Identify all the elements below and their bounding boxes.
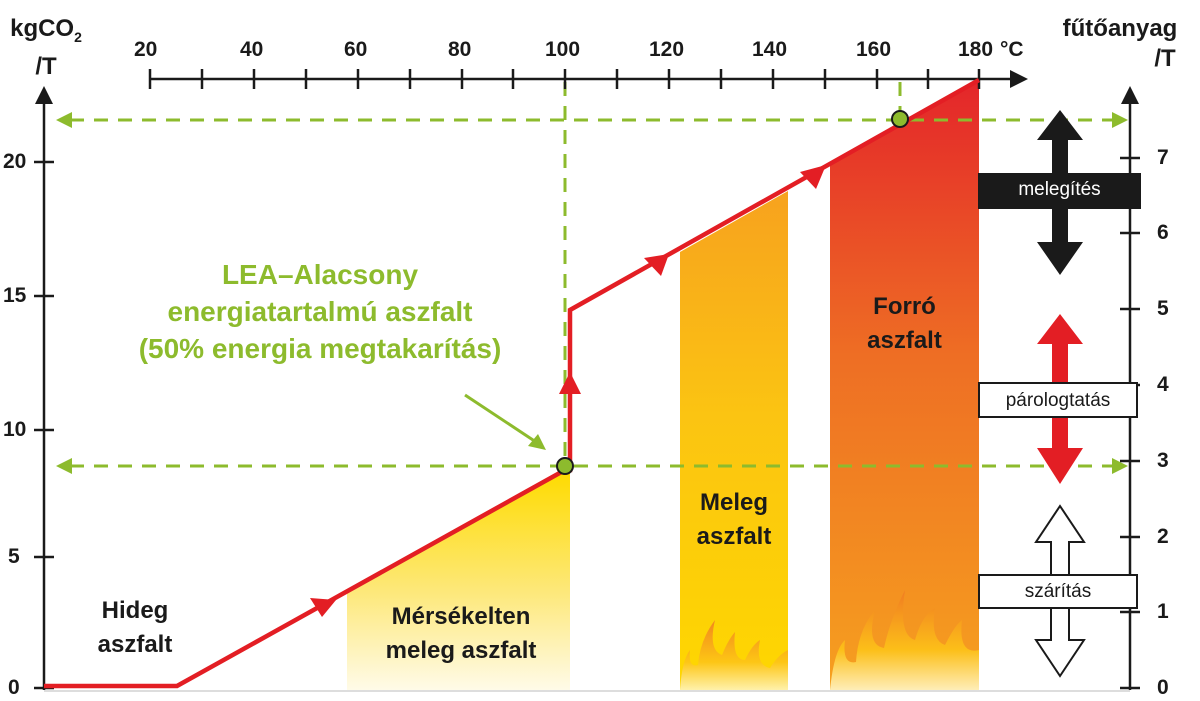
phase-drying-label: szárítás [978, 574, 1138, 609]
left-axis-title: kgCO2 /T [2, 14, 90, 82]
x-tick-60: 60 [344, 38, 368, 61]
phase-evaporation-label: párologtatás [978, 382, 1138, 418]
top-axis [148, 69, 1015, 89]
lea-annotation-line2: energiatartalmú aszfalt [167, 296, 473, 327]
x-tick-40: 40 [240, 38, 264, 61]
label-mersekelten-line1: Mérsékelten [391, 603, 531, 630]
lea-annotation-line1: LEA–Alacsony [221, 259, 419, 290]
y-left-tick-0: 0 [8, 676, 20, 699]
label-mersekelten-meleg-aszfalt: Mérsékelten meleg aszfalt [350, 600, 572, 668]
y-right-tick-3: 3 [1157, 449, 1169, 472]
lea-point-marker [556, 457, 574, 475]
left-axis-title-main: kgCO [10, 15, 75, 42]
label-hideg-line1: Hideg [101, 597, 169, 624]
x-tick-100: 100 [545, 38, 581, 61]
x-tick-120: 120 [649, 38, 685, 61]
top-axis-arrowhead [1010, 70, 1028, 88]
y-left-tick-15: 15 [3, 284, 27, 307]
region-forro-fill [830, 82, 979, 690]
y-right-tick-4: 4 [1157, 373, 1169, 396]
label-forro-line1: Forró [873, 293, 936, 320]
label-meleg-line2: aszfalt [696, 523, 772, 550]
y-right-tick-1: 1 [1157, 600, 1169, 623]
lea-pointer-arrow [464, 393, 546, 450]
y-right-tick-5: 5 [1157, 297, 1169, 320]
right-axis-title-unit: /T [1154, 45, 1176, 72]
region-meleg-fill [680, 191, 788, 690]
y-right-tick-7: 7 [1157, 146, 1169, 169]
left-axis-title-subscript: 2 [74, 28, 82, 45]
right-axis-arrowhead [1121, 86, 1139, 104]
phase-heating-label: melegítés [978, 173, 1141, 209]
label-meleg-aszfalt: Meleg aszfalt [680, 486, 788, 554]
right-axis-title: fűtőanyag /T [1040, 14, 1200, 74]
region-mersekelten-fill [347, 472, 570, 690]
lea-annotation: LEA–Alacsony energiatartalmú aszfalt (50… [60, 256, 580, 367]
lea-annotation-line3: (50% energia megtakarítás) [138, 333, 502, 364]
right-axis-title-main: fűtőanyag [1062, 15, 1178, 42]
hot-point-marker [891, 110, 909, 128]
left-axis-arrowhead [35, 86, 53, 104]
left-axis-title-unit: /T [35, 52, 57, 80]
y-left-tick-5: 5 [8, 545, 20, 568]
direction-arrow-markers [310, 165, 826, 617]
x-axis-unit: °C [1000, 38, 1024, 61]
label-hideg-line2: aszfalt [97, 631, 173, 658]
y-right-tick-0: 0 [1157, 676, 1169, 699]
y-left-tick-10: 10 [3, 418, 27, 441]
y-left-tick-20: 20 [3, 150, 27, 173]
y-right-tick-6: 6 [1157, 221, 1169, 244]
x-tick-20: 20 [134, 38, 158, 61]
left-axis [34, 100, 54, 690]
label-forro-line2: aszfalt [867, 327, 942, 354]
x-tick-160: 160 [856, 38, 892, 61]
label-meleg-line1: Meleg [699, 489, 768, 516]
x-tick-180: 180 [958, 38, 994, 61]
y-right-tick-2: 2 [1157, 525, 1169, 548]
label-mersekelten-line2: meleg aszfalt [385, 637, 537, 664]
label-hideg-aszfalt: Hideg aszfalt [70, 594, 200, 662]
x-tick-80: 80 [448, 38, 472, 61]
x-tick-140: 140 [752, 38, 788, 61]
label-forro-aszfalt: Forró aszfalt [830, 290, 979, 358]
guide-arrowheads [56, 112, 1128, 474]
